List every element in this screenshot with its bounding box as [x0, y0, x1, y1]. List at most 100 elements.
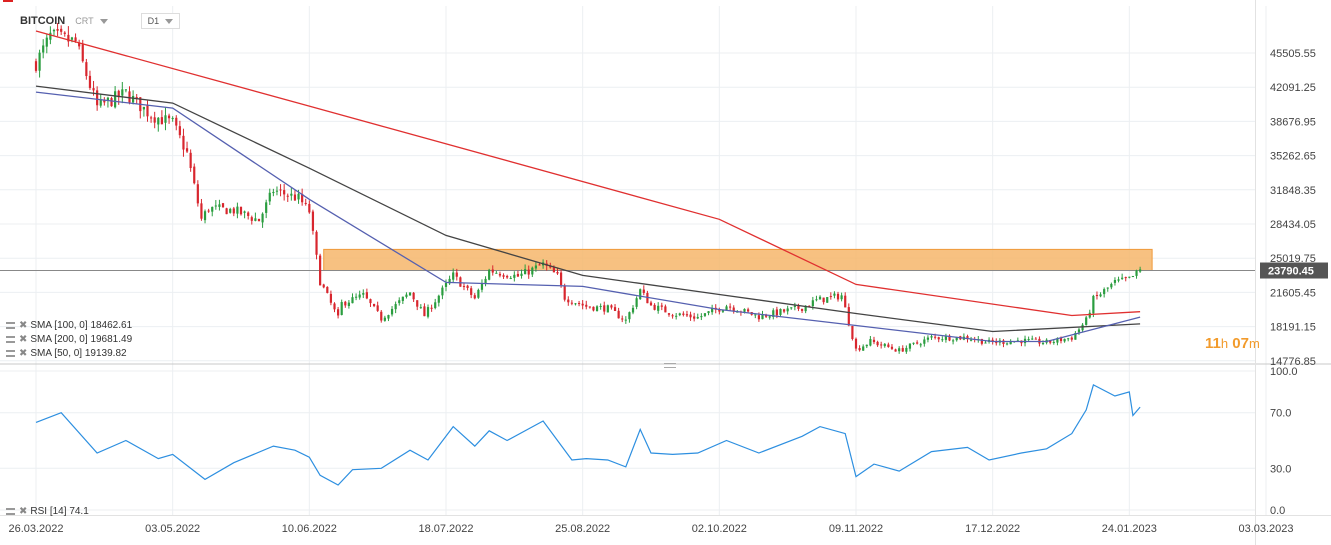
price-tick-label: 14776.85	[1270, 356, 1316, 368]
candle-body	[944, 336, 948, 340]
candle-body	[434, 302, 437, 309]
candle-body	[649, 302, 653, 306]
close-icon[interactable]: ✖	[19, 348, 28, 359]
rsi-tick-label: 100.0	[1270, 366, 1298, 378]
time-tick-label: 03.05.2022	[145, 523, 200, 535]
candle-body	[157, 117, 160, 125]
candle-body	[671, 315, 674, 317]
resistance-zone[interactable]	[323, 248, 1153, 272]
candle-body	[1135, 270, 1138, 276]
candle-body	[1099, 294, 1102, 297]
candle-body	[800, 308, 804, 311]
legend-label: RSI [14]	[30, 506, 67, 517]
rsi-line	[35, 384, 1141, 486]
candle-body	[372, 303, 376, 307]
candle-body	[1092, 295, 1095, 314]
candle-body	[678, 313, 681, 316]
candle-body	[351, 297, 354, 304]
price-tick-label: 18191.15	[1270, 322, 1316, 334]
candle-body	[315, 231, 318, 255]
candle-body	[448, 278, 451, 284]
candle-body	[473, 295, 476, 299]
price-tick-label: 31848.35	[1270, 185, 1316, 197]
candle-body	[290, 193, 293, 196]
candle-body	[818, 296, 822, 300]
candle-body	[725, 306, 728, 311]
candle-body	[383, 317, 386, 321]
candle-body	[99, 99, 102, 106]
candle-body	[56, 29, 59, 31]
menu-icon[interactable]	[6, 336, 15, 343]
candle-body	[452, 272, 455, 280]
candle-body	[196, 184, 199, 204]
legend-sma-200[interactable]: ✖ SMA [200, 0] 19681.49	[6, 334, 132, 345]
candle-body	[908, 343, 912, 349]
legend-sma-100[interactable]: ✖ SMA [100, 0] 18462.61	[6, 320, 132, 331]
candle-body	[926, 337, 930, 340]
pane-resize-handle[interactable]	[664, 363, 676, 368]
candle-body	[394, 304, 397, 310]
candle-body	[333, 303, 336, 310]
candle-body	[1005, 343, 1009, 345]
candle-body	[498, 273, 502, 276]
candle-body	[779, 308, 782, 315]
candle-body	[574, 303, 577, 305]
rsi-tick-label: 0.0	[1270, 505, 1285, 517]
candle-body	[358, 294, 361, 298]
candle-body	[344, 301, 347, 306]
candle-body	[1117, 279, 1120, 281]
menu-icon[interactable]	[6, 322, 15, 329]
candle-body	[865, 344, 868, 347]
candle-body	[1002, 340, 1005, 344]
candle-body	[718, 309, 721, 312]
candle-body	[513, 274, 516, 278]
candle-body	[1103, 289, 1106, 295]
candle-body	[887, 344, 890, 347]
candle-body	[1139, 269, 1142, 272]
close-icon[interactable]: ✖	[19, 506, 28, 517]
legend-sma-50[interactable]: ✖ SMA [50, 0] 19139.82	[6, 348, 127, 359]
legend-rsi[interactable]: ✖ RSI [14] 74.1	[6, 506, 89, 517]
candle-body	[1041, 342, 1045, 344]
candle-body	[524, 269, 527, 275]
candle-body	[552, 267, 555, 273]
time-tick-label: 10.06.2022	[282, 523, 337, 535]
candle-body	[34, 61, 38, 71]
candle-body	[603, 305, 606, 312]
candle-body	[761, 314, 764, 320]
candle-body	[167, 115, 171, 119]
candle-body	[836, 293, 840, 300]
legend-label: SMA [200, 0]	[30, 334, 88, 345]
candle-body	[247, 212, 250, 216]
candle-body	[808, 305, 811, 307]
instrument-type-dropdown[interactable]: CRT	[75, 16, 108, 26]
candle-body	[275, 190, 279, 192]
candle-body	[347, 302, 350, 307]
candle-body	[689, 314, 692, 318]
close-icon[interactable]: ✖	[19, 334, 28, 345]
candle-body	[272, 191, 275, 194]
candle-body	[995, 341, 998, 344]
candle-body	[894, 349, 897, 352]
candle-body	[182, 135, 185, 150]
candle-body	[45, 37, 48, 47]
candle-body	[1056, 338, 1059, 343]
menu-icon[interactable]	[6, 350, 15, 357]
candle-body	[660, 305, 663, 307]
brand-mark	[3, 0, 13, 2]
candle-body	[132, 95, 135, 103]
candle-body	[283, 190, 286, 195]
candle-body	[225, 208, 228, 215]
candle-body	[164, 115, 167, 123]
timeframe-dropdown[interactable]: D1	[140, 13, 181, 29]
candle-body	[581, 303, 584, 306]
menu-icon[interactable]	[6, 508, 15, 515]
timeframe-label: D1	[147, 16, 160, 26]
candle-body	[1085, 317, 1088, 325]
close-icon[interactable]: ✖	[19, 320, 28, 331]
candle-body	[42, 45, 45, 53]
candle-body	[103, 99, 106, 103]
candle-body	[851, 325, 854, 339]
candle-body	[1110, 283, 1113, 288]
